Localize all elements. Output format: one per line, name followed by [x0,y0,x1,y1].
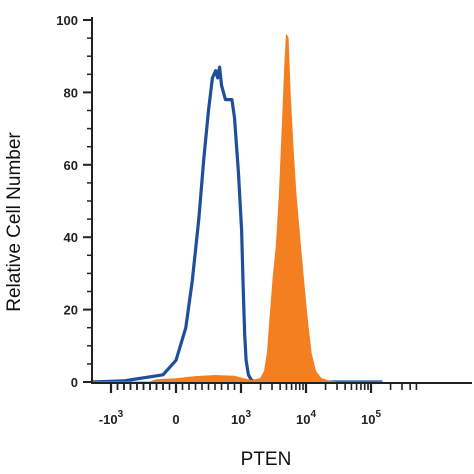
y-axis-title: Relative Cell Number [4,132,25,312]
x-tick-label: 104 [296,409,316,427]
series-0-line [91,65,383,384]
y-tick-label: 0 [71,375,78,390]
x-tick-label: 105 [361,409,381,427]
x-axis-title: PTEN [241,449,292,470]
y-tick-label: 100 [56,13,78,28]
x-tick-label: -103 [99,409,124,427]
x-tick-label: 0 [172,412,179,427]
y-tick-label: 20 [64,303,78,318]
x-tick-label: 103 [231,409,251,427]
series-layer [91,34,383,384]
y-tick-label: 40 [64,230,78,245]
x-ticks: -103 0 103 104 105 [99,383,418,427]
y-tick-label: 60 [64,158,78,173]
series-1-area [91,34,383,383]
y-ticks: 0 20 40 60 80 100 [56,13,92,390]
y-tick-label: 80 [64,85,78,100]
